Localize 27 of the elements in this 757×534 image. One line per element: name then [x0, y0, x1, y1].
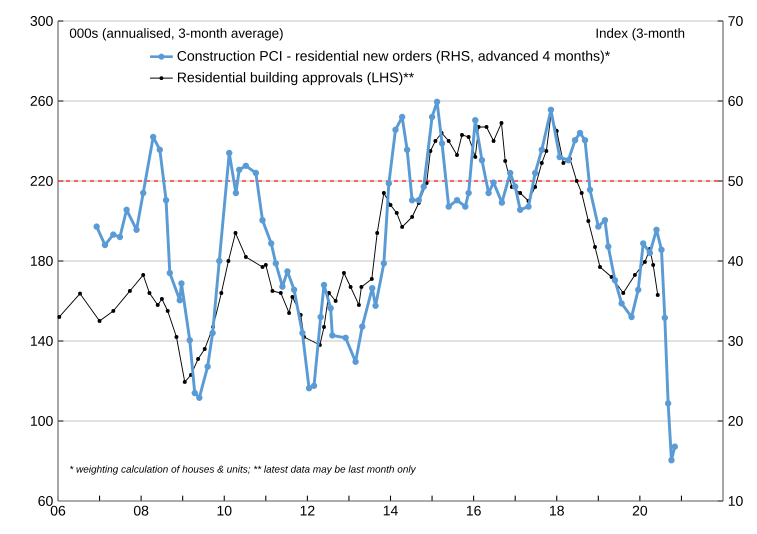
x-tick-label: 12	[300, 506, 314, 516]
y-tick-label: 140	[31, 336, 53, 346]
x-tick-label: 10	[218, 506, 232, 516]
x-tick-label: 06	[50, 506, 66, 516]
y2-tick-label: 70	[728, 16, 743, 26]
y2-tick-label: 30	[728, 336, 743, 346]
x-tick-label: 14	[384, 506, 398, 516]
y2-tick-label: 50	[728, 176, 743, 186]
x-tick-label: 18	[550, 506, 564, 516]
y-axis-title: 000s (annualised, 3-month average)	[70, 28, 283, 41]
y-tick-label: 220	[30, 176, 53, 186]
y-tick-label: 60	[38, 496, 53, 506]
y2-tick-label: 10	[728, 496, 743, 506]
y-tick-label: 300	[30, 16, 53, 26]
x-tick-label: 20	[632, 506, 648, 516]
annotation: * weighting calculation of houses & units; ** latest data may be last month only	[70, 465, 416, 475]
legend-label: Construction PCI - residential new orders (RHS, advanced 4 months)*	[178, 50, 610, 64]
legend-label: Residential building approvals (LHS)**	[178, 72, 414, 86]
y2-axis-title: Index (3-month	[596, 28, 684, 41]
y2-tick-label: 40	[728, 256, 743, 266]
y-tick-label: 180	[31, 256, 53, 266]
y2-tick-label: 60	[728, 96, 743, 106]
y-tick-label: 260	[30, 96, 53, 106]
y-tick-label: 100	[31, 416, 53, 426]
x-tick-label: 08	[134, 506, 148, 516]
y2-tick-label: 20	[728, 416, 743, 426]
x-tick-label: 16	[466, 506, 481, 516]
